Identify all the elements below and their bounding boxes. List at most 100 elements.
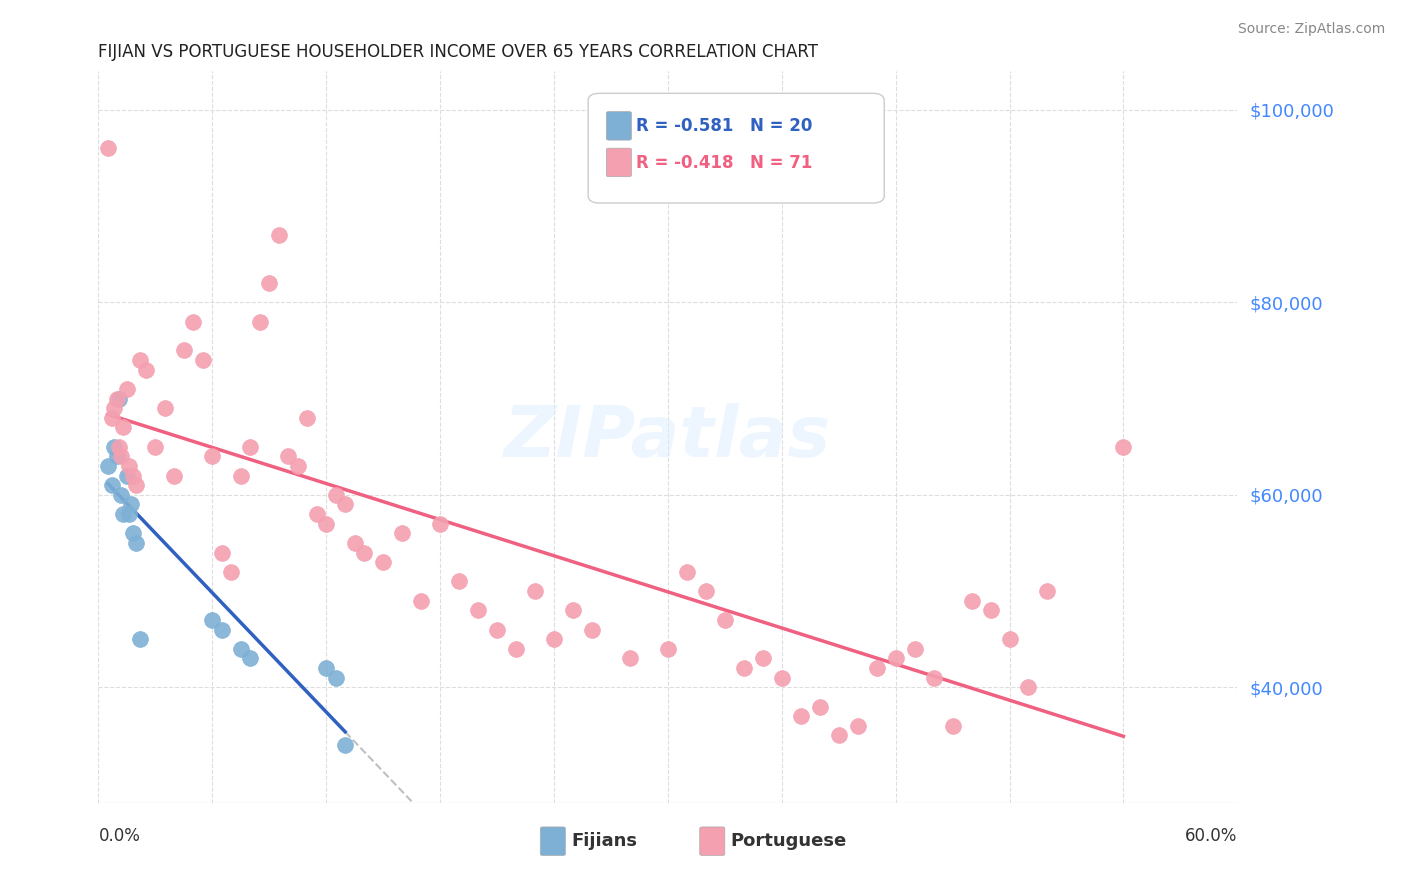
Point bbox=[287, 458, 309, 473]
Point bbox=[429, 516, 451, 531]
Point bbox=[267, 227, 290, 242]
Point bbox=[145, 440, 167, 454]
Point bbox=[191, 353, 214, 368]
Text: ZIPatlas: ZIPatlas bbox=[505, 402, 831, 472]
Point bbox=[112, 420, 135, 434]
Point bbox=[1036, 584, 1059, 599]
FancyBboxPatch shape bbox=[540, 827, 565, 855]
Point bbox=[121, 526, 143, 541]
Point bbox=[211, 623, 233, 637]
Point bbox=[110, 450, 132, 464]
Text: 60.0%: 60.0% bbox=[1185, 827, 1237, 845]
Point bbox=[808, 699, 831, 714]
Point bbox=[315, 661, 337, 675]
Text: N = 20: N = 20 bbox=[749, 117, 813, 136]
Point bbox=[163, 468, 186, 483]
Point bbox=[562, 603, 585, 617]
Point bbox=[714, 613, 737, 627]
Point bbox=[315, 516, 337, 531]
Point bbox=[103, 440, 125, 454]
Point bbox=[125, 478, 148, 492]
Point bbox=[752, 651, 775, 665]
Point bbox=[108, 440, 131, 454]
Point bbox=[103, 401, 125, 416]
Point bbox=[100, 410, 122, 425]
Point bbox=[581, 623, 603, 637]
Point bbox=[619, 651, 641, 665]
Point bbox=[676, 565, 699, 579]
Point bbox=[371, 555, 394, 569]
Point bbox=[135, 362, 157, 376]
Point bbox=[524, 584, 547, 599]
Point bbox=[118, 458, 141, 473]
Point bbox=[115, 468, 138, 483]
FancyBboxPatch shape bbox=[588, 94, 884, 203]
FancyBboxPatch shape bbox=[606, 148, 631, 177]
Point bbox=[259, 276, 281, 290]
Text: 0.0%: 0.0% bbox=[98, 827, 141, 845]
Point bbox=[121, 468, 143, 483]
Point bbox=[239, 440, 262, 454]
Point bbox=[107, 450, 129, 464]
Point bbox=[733, 661, 755, 675]
Point bbox=[110, 488, 132, 502]
Point bbox=[211, 545, 233, 559]
Point bbox=[1112, 440, 1135, 454]
Point bbox=[112, 507, 135, 521]
Point bbox=[543, 632, 565, 647]
Point bbox=[325, 671, 347, 685]
Point bbox=[467, 603, 489, 617]
Point bbox=[335, 498, 357, 512]
Point bbox=[998, 632, 1021, 647]
Point bbox=[505, 641, 527, 656]
Point bbox=[183, 315, 205, 329]
Text: N = 71: N = 71 bbox=[749, 153, 813, 172]
FancyBboxPatch shape bbox=[700, 827, 725, 855]
Point bbox=[229, 468, 252, 483]
Point bbox=[173, 343, 195, 358]
Point bbox=[229, 641, 252, 656]
Point bbox=[353, 545, 375, 559]
Text: R = -0.581: R = -0.581 bbox=[636, 117, 734, 136]
Point bbox=[221, 565, 243, 579]
Point bbox=[979, 603, 1001, 617]
FancyBboxPatch shape bbox=[606, 112, 631, 140]
Point bbox=[922, 671, 945, 685]
Point bbox=[904, 641, 927, 656]
Point bbox=[297, 410, 319, 425]
Point bbox=[125, 536, 148, 550]
Point bbox=[846, 719, 869, 733]
Point bbox=[118, 507, 141, 521]
Point bbox=[108, 392, 131, 406]
Point bbox=[115, 382, 138, 396]
Point bbox=[100, 478, 122, 492]
Text: Fijians: Fijians bbox=[571, 832, 637, 850]
Point bbox=[657, 641, 679, 656]
Point bbox=[201, 450, 224, 464]
Point bbox=[828, 728, 851, 742]
Point bbox=[129, 353, 152, 368]
Point bbox=[97, 458, 120, 473]
Point bbox=[449, 574, 471, 589]
Point bbox=[97, 141, 120, 155]
Point bbox=[129, 632, 152, 647]
Point bbox=[695, 584, 717, 599]
Point bbox=[866, 661, 889, 675]
Point bbox=[411, 593, 433, 607]
Point bbox=[335, 738, 357, 752]
Point bbox=[305, 507, 328, 521]
Point bbox=[960, 593, 983, 607]
Point bbox=[325, 488, 347, 502]
Text: R = -0.418: R = -0.418 bbox=[636, 153, 734, 172]
Point bbox=[239, 651, 262, 665]
Text: FIJIAN VS PORTUGUESE HOUSEHOLDER INCOME OVER 65 YEARS CORRELATION CHART: FIJIAN VS PORTUGUESE HOUSEHOLDER INCOME … bbox=[98, 44, 818, 62]
Point bbox=[942, 719, 965, 733]
Point bbox=[884, 651, 907, 665]
Point bbox=[107, 392, 129, 406]
Point bbox=[391, 526, 413, 541]
Point bbox=[790, 709, 813, 723]
Point bbox=[201, 613, 224, 627]
Point bbox=[486, 623, 509, 637]
Text: Source: ZipAtlas.com: Source: ZipAtlas.com bbox=[1237, 22, 1385, 37]
Point bbox=[770, 671, 793, 685]
